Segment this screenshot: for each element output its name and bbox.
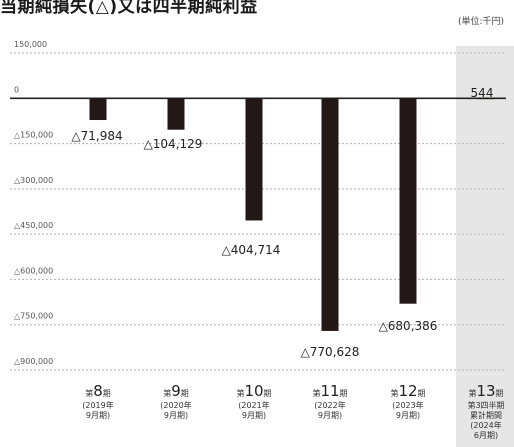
category-number: 12 [398, 382, 417, 400]
category-number: 10 [244, 382, 263, 400]
category-prefix: 第 [312, 388, 320, 398]
category-sublabel: 6月期) [474, 431, 498, 440]
category-prefix: 第 [390, 388, 398, 398]
category-sublabel: (2020年 [160, 400, 191, 410]
category-suffix: 期 [496, 389, 504, 398]
bar [89, 98, 107, 121]
category-prefix: 第 [85, 388, 93, 398]
category-label: 第10期 [236, 382, 271, 400]
category-sublabel: (2021年 [238, 400, 269, 410]
category-number: 11 [320, 382, 339, 400]
category-number: 13 [476, 382, 495, 400]
category-sublabel: 9月期) [396, 411, 420, 420]
y-tick-label: △450,000 [14, 221, 53, 230]
bar [245, 98, 263, 221]
category-label: 第13期 [468, 382, 503, 400]
data-label: △680,386 [379, 319, 438, 333]
category-label: 第12期 [390, 382, 425, 400]
highlight-column [456, 46, 514, 447]
bar [399, 98, 417, 304]
category-sublabel: 9月期) [318, 411, 342, 420]
category-suffix: 期 [264, 389, 272, 398]
y-tick-label: △150,000 [14, 131, 53, 140]
data-label: △404,714 [222, 243, 281, 257]
bar [321, 98, 339, 331]
category-prefix: 第 [468, 388, 476, 398]
y-tick-label: 150,000 [14, 40, 47, 49]
y-tick-label: 0 [14, 85, 19, 94]
category-suffix: 期 [418, 389, 426, 398]
data-label: △71,984 [71, 129, 122, 143]
category-label: 第8期 [85, 382, 111, 400]
y-tick-label: △600,000 [14, 266, 53, 275]
category-sublabel: (2022年 [314, 400, 345, 410]
category-sublabel: 9月期) [86, 411, 110, 420]
category-sublabel: 第3四半期 [467, 400, 504, 410]
y-tick-label: △300,000 [14, 176, 53, 185]
category-prefix: 第 [163, 388, 171, 398]
category-number: 9 [171, 382, 181, 400]
category-sublabel: 累計期間 [470, 410, 502, 420]
bar [477, 98, 495, 100]
y-tick-label: △900,000 [14, 357, 53, 366]
category-number: 8 [93, 382, 103, 400]
category-sublabel: 9月期) [164, 411, 188, 420]
unit-label: (単位:千円) [457, 17, 504, 27]
data-label: 544 [471, 86, 494, 100]
category-sublabel: (2019年 [82, 400, 113, 410]
category-suffix: 期 [181, 389, 189, 398]
category-label: 第9期 [163, 382, 189, 400]
data-label: △104,129 [144, 137, 203, 151]
data-label: △770,628 [301, 345, 360, 359]
category-sublabel: 9月期) [242, 411, 266, 420]
category-suffix: 期 [103, 389, 111, 398]
category-sublabel: (2024年 [470, 420, 501, 430]
y-tick-label: △750,000 [14, 312, 53, 321]
category-label: 第11期 [312, 382, 347, 400]
category-suffix: 期 [340, 389, 348, 398]
chart-title: 当期純損失(△)又は四半期純利益 [0, 0, 258, 17]
category-prefix: 第 [236, 388, 244, 398]
bar [167, 98, 185, 130]
category-sublabel: (2023年 [392, 400, 423, 410]
